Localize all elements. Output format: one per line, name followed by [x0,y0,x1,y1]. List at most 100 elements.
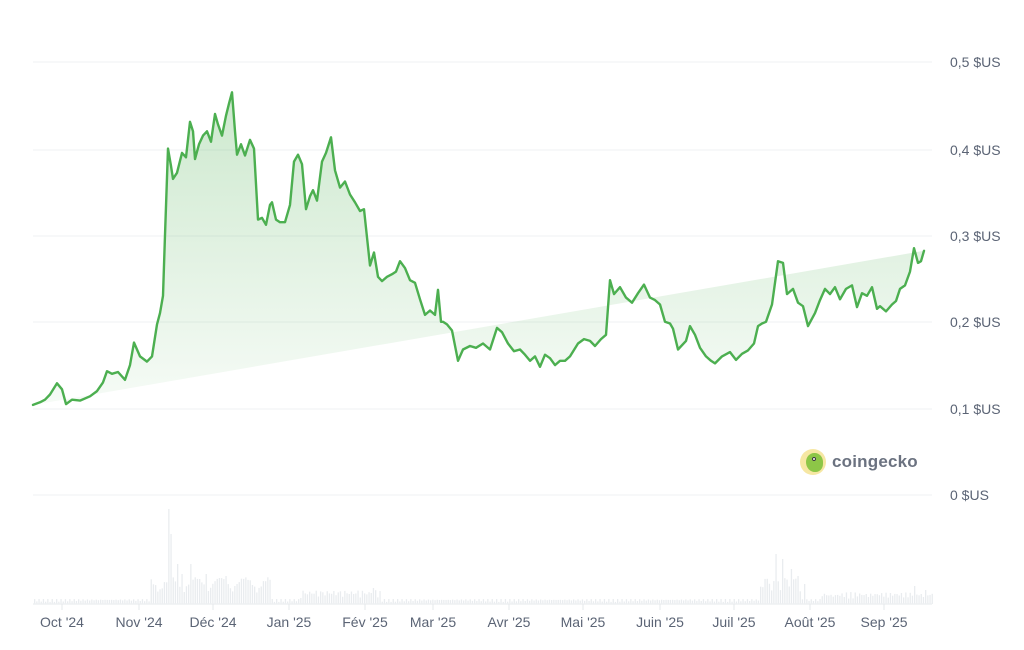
volume-bar [97,600,100,604]
x-axis-label: Avr '25 [487,614,531,630]
volume-bar [641,600,643,604]
volume-bar [203,584,205,604]
volume-bar [757,600,760,604]
volume-bar [482,599,485,604]
volume-bar [441,599,443,604]
x-axis-label: Mar '25 [409,614,457,630]
volume-bar [361,590,364,604]
volume-bar [485,601,487,604]
volume-bar [188,584,190,604]
volume-bar [119,599,122,604]
volume-bar [102,600,104,604]
volume-bar [931,593,933,604]
volume-bar [881,593,883,604]
volume-bar [474,599,476,604]
volume-bar [493,601,496,604]
volume-bar [812,601,815,604]
volume-bar [564,599,566,604]
x-axis-label: Sep '25 [860,614,908,630]
volume-bar [687,600,689,604]
volume-bar [799,591,801,604]
volume-bar [212,583,214,604]
volume-bar [883,596,885,604]
volume-bar [925,590,927,604]
volume-bar [843,597,845,604]
volume-bar [518,599,520,604]
volume-bar [177,564,179,604]
volume-bar [911,595,914,604]
volume-bar [117,600,119,604]
volume-bar [69,599,71,604]
volume-bar [711,599,713,604]
volume-bar [821,596,823,604]
x-axis-label: Août '25 [784,614,836,630]
volume-bar [452,599,454,604]
volume-bar [735,601,738,604]
volume-bar [282,601,284,604]
volume-bar [716,599,718,604]
volume-bar [865,594,867,604]
y-axis-label: 0,4 $US [950,142,1001,158]
volume-bar [47,599,49,604]
volume-bar [863,595,865,604]
volume-bar [878,595,881,604]
volume-bar [709,601,711,604]
volume-bar [139,601,141,604]
volume-bar [524,601,526,604]
volume-bar [192,579,194,604]
volume-bar [51,599,53,604]
volume-bar [300,598,302,604]
volume-bar [707,599,709,604]
volume-bar [903,597,905,604]
volume-bar [137,599,139,604]
volume-bar [929,594,931,604]
volume-bar [161,588,163,604]
volume-bar [60,599,62,604]
volume-bar [434,600,436,604]
volume-bar [854,592,856,604]
volume-bar [408,601,410,604]
volume-bar [478,599,480,604]
volume-bar [777,581,779,604]
volume-bar [249,580,251,604]
volume-bar [403,601,405,604]
volume-bar [909,592,911,604]
volume-bar [874,594,876,604]
volume-bar [295,601,298,604]
volume-bar [907,597,909,604]
volume-bar [489,601,491,604]
volume-bar [146,599,148,604]
volume-bar [661,599,663,604]
volume-bar [784,578,786,604]
volume-bar [515,601,518,604]
volume-bar [144,601,146,604]
volume-bar [832,596,834,604]
volume-bar [581,599,584,604]
volume-bar [632,601,634,604]
coingecko-watermark: coingecko [800,448,918,476]
volume-bar [597,601,599,604]
volume-bar [744,601,746,604]
volume-bar [914,586,916,604]
volume-bar [251,585,254,604]
volume-bar [306,594,309,604]
volume-bar [372,588,375,604]
volume-bar [185,586,188,604]
volume-bar [172,577,174,604]
volume-bar [447,599,449,604]
price-line[interactable] [31,91,926,407]
volume-bar [410,599,412,604]
volume-bar [738,599,740,604]
volume-bar [700,601,702,604]
volume-bar [887,597,889,604]
volume-bar [713,601,716,604]
volume-bar [634,599,636,604]
volume-bar [93,600,95,604]
volume-bar [568,599,570,604]
volume-bar [463,600,465,604]
volume-bar [432,599,434,604]
volume-bar [810,599,812,604]
volume-bar [848,598,850,604]
volume-bar [753,600,755,604]
